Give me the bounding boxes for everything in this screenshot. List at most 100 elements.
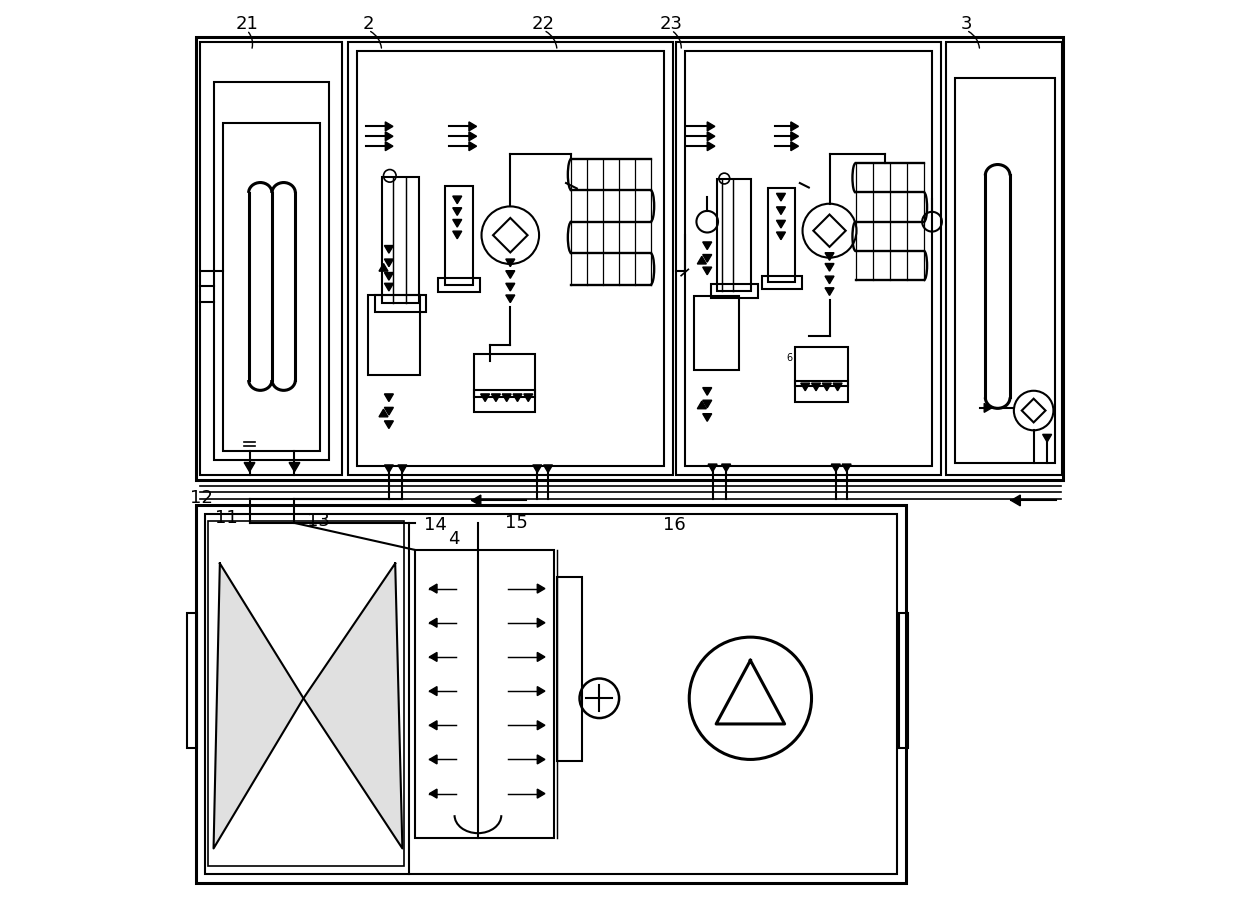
- Polygon shape: [502, 394, 511, 401]
- Bar: [684, 51, 932, 466]
- Polygon shape: [537, 652, 544, 661]
- Polygon shape: [776, 232, 785, 240]
- Polygon shape: [386, 132, 393, 141]
- Polygon shape: [213, 564, 304, 849]
- Polygon shape: [384, 465, 393, 473]
- Polygon shape: [429, 618, 436, 627]
- Polygon shape: [513, 394, 522, 401]
- Polygon shape: [386, 122, 393, 131]
- Polygon shape: [707, 122, 715, 131]
- Polygon shape: [842, 464, 851, 472]
- Polygon shape: [543, 465, 553, 473]
- Polygon shape: [429, 584, 436, 594]
- Polygon shape: [453, 196, 461, 204]
- Polygon shape: [537, 618, 544, 627]
- Bar: [676, 41, 941, 475]
- Bar: [196, 505, 906, 883]
- Bar: [205, 514, 897, 874]
- Polygon shape: [384, 259, 393, 267]
- Bar: [899, 612, 908, 748]
- Bar: [186, 612, 197, 748]
- Polygon shape: [791, 122, 799, 131]
- Polygon shape: [537, 686, 544, 695]
- Polygon shape: [384, 283, 393, 291]
- Polygon shape: [379, 263, 388, 272]
- Polygon shape: [697, 401, 707, 409]
- Polygon shape: [703, 400, 712, 408]
- Text: 4: 4: [448, 530, 459, 548]
- Bar: [382, 177, 419, 303]
- Polygon shape: [289, 463, 300, 472]
- Bar: [347, 41, 673, 475]
- Polygon shape: [776, 193, 785, 201]
- Polygon shape: [537, 755, 544, 764]
- Polygon shape: [791, 142, 799, 151]
- Text: 21: 21: [236, 14, 258, 32]
- Bar: [717, 179, 751, 291]
- Polygon shape: [453, 219, 461, 227]
- Polygon shape: [831, 464, 841, 472]
- Polygon shape: [811, 383, 821, 391]
- Text: 12: 12: [190, 489, 212, 507]
- Bar: [445, 186, 474, 285]
- Text: 3: 3: [961, 14, 972, 32]
- Polygon shape: [471, 495, 481, 506]
- Polygon shape: [384, 394, 393, 401]
- Bar: [475, 354, 536, 397]
- Bar: [711, 284, 758, 299]
- Polygon shape: [386, 142, 393, 151]
- Polygon shape: [708, 464, 717, 472]
- Polygon shape: [523, 394, 533, 401]
- Polygon shape: [429, 721, 436, 730]
- Bar: [763, 276, 801, 290]
- Polygon shape: [537, 721, 544, 730]
- Bar: [200, 41, 342, 475]
- Bar: [222, 123, 320, 451]
- Polygon shape: [703, 267, 712, 275]
- Polygon shape: [1043, 435, 1052, 442]
- Polygon shape: [384, 421, 393, 428]
- Bar: [946, 41, 1063, 475]
- Polygon shape: [722, 464, 730, 472]
- Polygon shape: [1011, 495, 1021, 506]
- Polygon shape: [453, 207, 461, 216]
- Polygon shape: [506, 283, 515, 291]
- Bar: [196, 37, 1064, 480]
- Polygon shape: [469, 142, 476, 151]
- Text: 14: 14: [424, 516, 448, 534]
- Polygon shape: [703, 254, 712, 262]
- Polygon shape: [537, 584, 544, 594]
- Bar: [693, 297, 739, 370]
- Bar: [415, 550, 554, 838]
- Polygon shape: [429, 789, 436, 798]
- Text: 23: 23: [660, 14, 683, 32]
- Polygon shape: [703, 242, 712, 250]
- Bar: [557, 577, 583, 761]
- Polygon shape: [398, 465, 407, 473]
- Polygon shape: [429, 686, 436, 695]
- Polygon shape: [453, 231, 461, 239]
- Bar: [795, 346, 847, 386]
- Polygon shape: [776, 220, 785, 228]
- Text: 15: 15: [505, 514, 528, 532]
- Polygon shape: [491, 394, 501, 401]
- Polygon shape: [537, 789, 544, 798]
- Bar: [368, 296, 420, 374]
- Polygon shape: [825, 263, 835, 272]
- Text: 16: 16: [662, 516, 686, 534]
- Polygon shape: [244, 463, 255, 472]
- Bar: [208, 521, 404, 867]
- Polygon shape: [533, 465, 542, 473]
- Bar: [955, 78, 1055, 463]
- Polygon shape: [506, 295, 515, 303]
- Polygon shape: [776, 207, 785, 215]
- Bar: [769, 188, 795, 282]
- Bar: [795, 381, 847, 402]
- Polygon shape: [384, 245, 393, 253]
- Polygon shape: [379, 410, 388, 417]
- Polygon shape: [304, 564, 403, 849]
- Text: 11: 11: [215, 509, 238, 527]
- Polygon shape: [384, 272, 393, 281]
- Polygon shape: [506, 271, 515, 279]
- Polygon shape: [703, 388, 712, 395]
